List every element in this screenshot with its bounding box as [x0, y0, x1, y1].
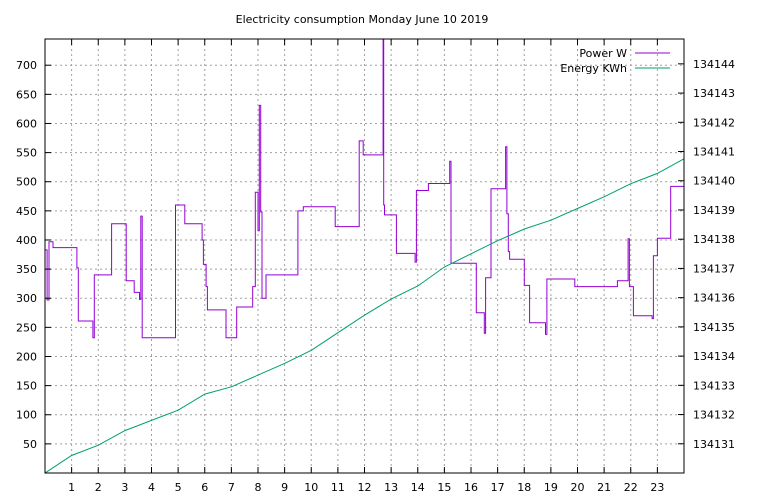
x-tick-label: 11	[331, 481, 345, 494]
y2-tick-label: 134139	[693, 204, 735, 217]
power-series-line	[45, 39, 684, 339]
y-tick-label: 350	[16, 263, 37, 276]
y2-tick-label: 134142	[693, 116, 735, 129]
axis-ticks: 1 2 3 4 5 6 7 8 9 10 11 12 13 14 15 16 17 18 19 20 21 22 23501…	[16, 39, 735, 494]
x-tick-label: 22	[624, 481, 638, 494]
x-tick-label: 3	[121, 481, 128, 494]
legend: Power W Energy KWh	[560, 47, 670, 75]
x-tick-label: 1	[68, 481, 75, 494]
y2-tick-label: 134136	[693, 292, 735, 305]
x-tick-label: 16	[464, 481, 478, 494]
legend-label: Energy KWh	[560, 62, 627, 75]
y2-tick-label: 134135	[693, 321, 735, 334]
y-tick-label: 50	[23, 438, 37, 451]
y-tick-label: 250	[16, 321, 37, 334]
series-layer	[45, 39, 684, 473]
y-tick-label: 600	[16, 117, 37, 130]
x-tick-label: 2	[95, 481, 102, 494]
x-tick-label: 18	[517, 481, 531, 494]
x-tick-label: 10	[304, 481, 318, 494]
x-tick-label: 21	[597, 481, 611, 494]
y2-tick-label: 134140	[693, 175, 735, 188]
x-tick-label: 6	[201, 481, 208, 494]
y2-tick-label: 134134	[693, 350, 735, 363]
x-tick-label: 8	[255, 481, 262, 494]
x-tick-label: 17	[491, 481, 505, 494]
energy-series-line	[45, 158, 684, 473]
y-tick-label: 100	[16, 409, 37, 422]
y2-tick-label: 134131	[693, 438, 735, 451]
grid-lines	[45, 39, 684, 473]
x-tick-label: 14	[411, 481, 425, 494]
x-tick-label: 19	[544, 481, 558, 494]
y2-tick-label: 134133	[693, 379, 735, 392]
legend-label: Power W	[579, 47, 627, 60]
y2-tick-label: 134138	[693, 233, 735, 246]
x-tick-label: 13	[384, 481, 398, 494]
y-tick-label: 300	[16, 292, 37, 305]
x-tick-label: 4	[148, 481, 155, 494]
y-tick-label: 650	[16, 88, 37, 101]
y2-tick-label: 134141	[693, 146, 735, 159]
y-tick-label: 400	[16, 234, 37, 247]
y2-tick-label: 134132	[693, 409, 735, 422]
chart-title: Electricity consumption Monday June 10 2…	[236, 13, 489, 26]
x-tick-label: 20	[571, 481, 585, 494]
y2-tick-label: 134144	[693, 58, 735, 71]
y-tick-label: 150	[16, 380, 37, 393]
y-tick-label: 200	[16, 350, 37, 363]
y-tick-label: 550	[16, 147, 37, 160]
x-tick-label: 15	[437, 481, 451, 494]
x-tick-label: 12	[358, 481, 372, 494]
y2-tick-label: 134137	[693, 262, 735, 275]
x-tick-label: 5	[175, 481, 182, 494]
x-tick-label: 9	[281, 481, 288, 494]
y-tick-label: 500	[16, 176, 37, 189]
y-tick-label: 450	[16, 205, 37, 218]
y2-tick-label: 134143	[693, 87, 735, 100]
x-tick-label: 23	[650, 481, 664, 494]
x-tick-label: 7	[228, 481, 235, 494]
y-tick-label: 700	[16, 59, 37, 72]
